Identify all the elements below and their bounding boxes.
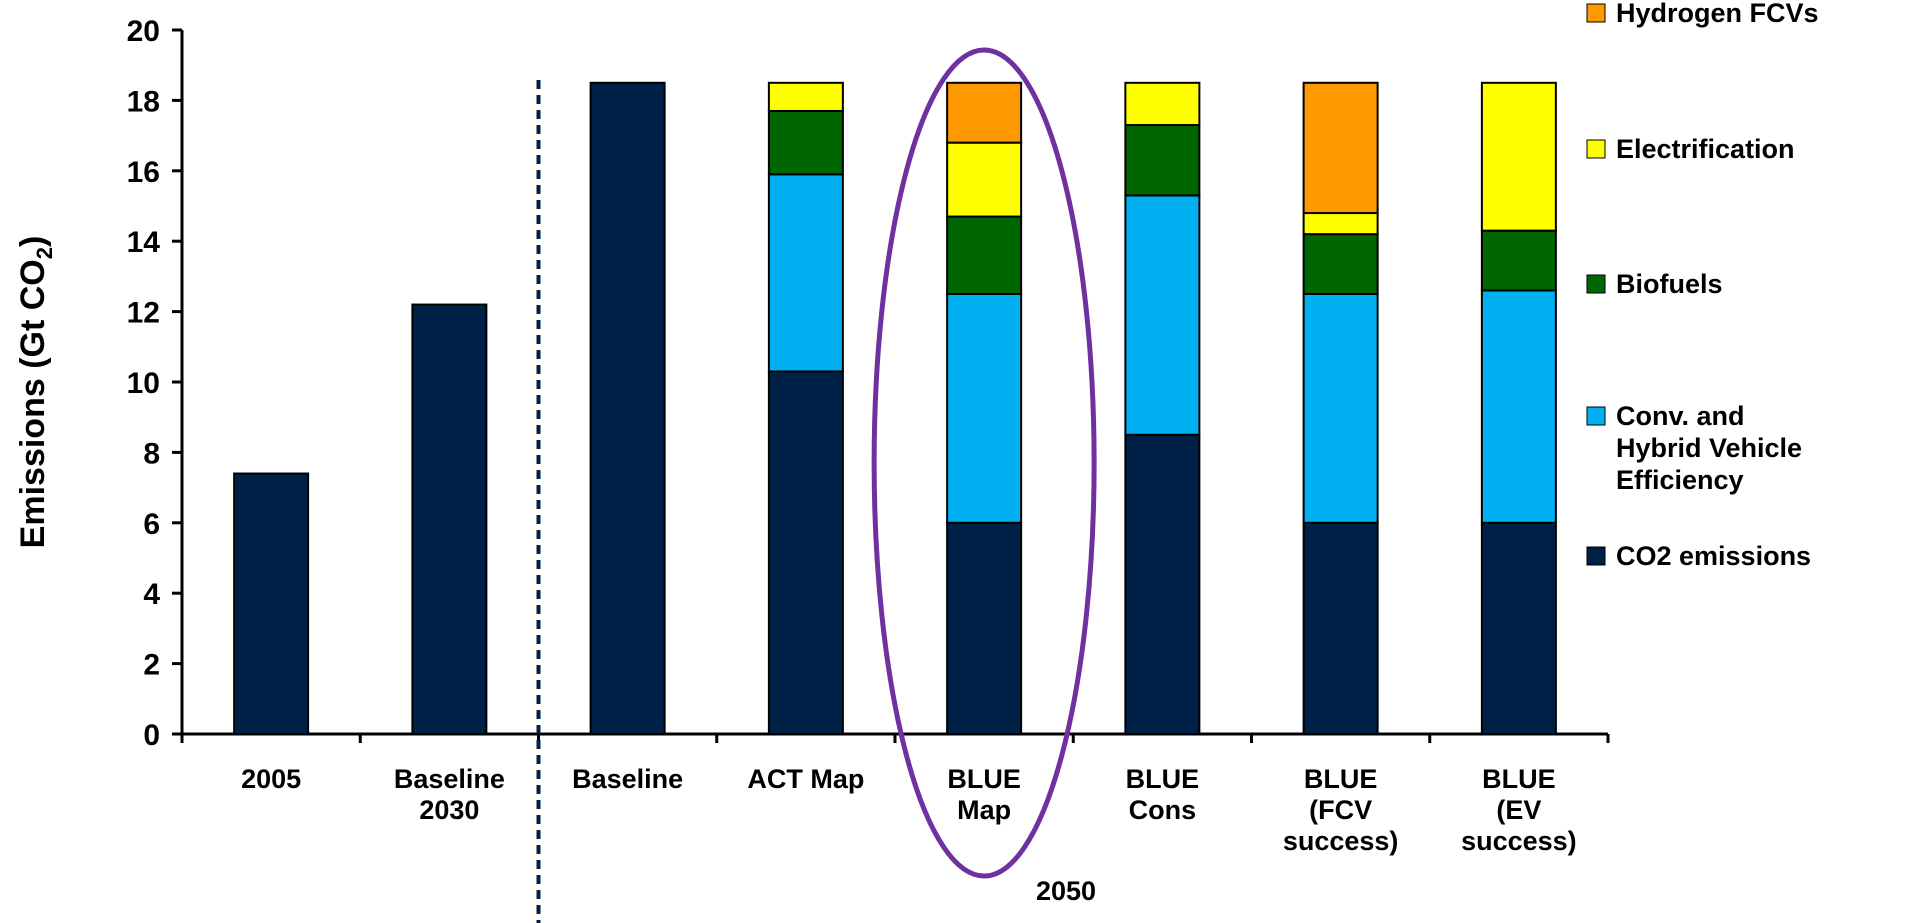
bar-segment (1124, 81, 1201, 127)
x-category-label: (EV (1496, 795, 1541, 825)
bar-segment (1480, 521, 1557, 735)
legend-swatch (1586, 139, 1606, 159)
y-tick-label: 2 (143, 649, 160, 682)
bar-segment (1302, 521, 1379, 735)
y-tick-label: 8 (143, 437, 160, 470)
bar-segment (767, 370, 844, 735)
group-label-2050: 2050 (1036, 876, 1096, 906)
y-tick-label: 12 (127, 297, 160, 330)
bar-segment (1302, 233, 1379, 296)
legend-label: Electrification (1616, 134, 1795, 164)
bar-segment (946, 215, 1023, 295)
bar-segment (1124, 124, 1201, 197)
bar-segment (946, 521, 1023, 735)
bar-segment (1302, 293, 1379, 524)
x-category-label: BLUE (947, 764, 1021, 794)
highlight-ellipse (871, 47, 1097, 879)
x-category-label: 2030 (419, 795, 479, 825)
y-tick-label: 18 (127, 85, 160, 118)
x-category-label: Baseline (572, 764, 683, 794)
legend-label: Hydrogen FCVs (1616, 0, 1819, 28)
x-category-label: ACT Map (747, 764, 864, 794)
bar-segment (1480, 229, 1557, 292)
chart-overlay (536, 47, 1097, 923)
bar-segment (1480, 289, 1557, 524)
bar-segment (946, 141, 1023, 218)
x-category-label: 2005 (241, 764, 301, 794)
bar-segment (767, 109, 844, 176)
y-tick-label: 16 (127, 156, 160, 189)
x-category-label: success) (1283, 826, 1399, 856)
chart-bars (233, 81, 1557, 736)
x-category-label: success) (1461, 826, 1577, 856)
legend-swatch (1586, 546, 1606, 566)
bar-segment (1302, 81, 1379, 215)
legend-swatch (1586, 406, 1606, 426)
y-tick-label: 6 (143, 508, 160, 541)
y-tick-label: 0 (143, 719, 160, 752)
y-tick-label: 14 (127, 226, 161, 259)
y-tick-label: 4 (143, 578, 160, 611)
legend-label: Biofuels (1616, 269, 1723, 299)
bar-segment (589, 81, 666, 736)
x-category-label: (FCV (1309, 795, 1372, 825)
legend-label: CO2 emissions (1616, 541, 1811, 571)
legend-label: Efficiency (1616, 465, 1744, 495)
legend-swatch (1586, 274, 1606, 294)
y-tick-label: 10 (127, 367, 160, 400)
x-category-label: Baseline (394, 764, 505, 794)
bar-segment (233, 472, 310, 735)
bar-segment (767, 173, 844, 373)
bar-segment (767, 81, 844, 112)
x-category-label: Map (957, 795, 1011, 825)
y-axis-label: Emissions (Gt CO2) (14, 236, 57, 549)
legend-label: Conv. and (1616, 401, 1745, 431)
bar-segment (1124, 194, 1201, 436)
bar-segment (946, 81, 1023, 144)
x-category-label: BLUE (1482, 764, 1556, 794)
x-category-label: BLUE (1126, 764, 1200, 794)
x-category-label: BLUE (1304, 764, 1378, 794)
chart-legend: Hydrogen FCVs Electrification Biofuels Conv… (1586, 0, 1819, 571)
legend-label: Hybrid Vehicle (1616, 433, 1802, 463)
bar-segment (1302, 212, 1379, 236)
legend-swatch (1586, 3, 1606, 23)
y-tick-label: 20 (127, 15, 160, 48)
bar-segment (1124, 433, 1201, 735)
bar-segment (411, 303, 488, 735)
bar-segment (1480, 81, 1557, 232)
x-category-label: Cons (1129, 795, 1197, 825)
bar-segment (946, 293, 1023, 524)
